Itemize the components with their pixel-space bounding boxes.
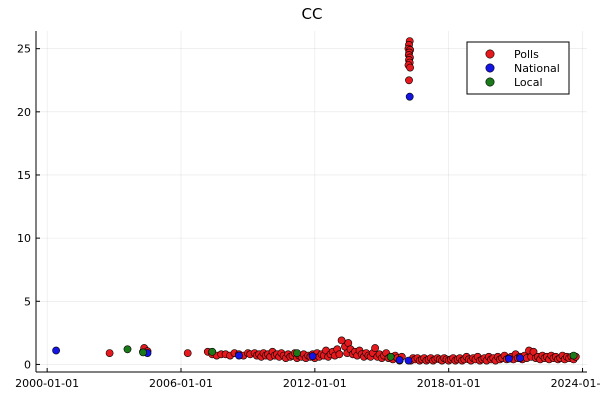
polls-point — [371, 344, 379, 352]
national-point — [395, 356, 404, 364]
x-tick-label: 2024-01-01 — [551, 377, 600, 390]
national-point — [504, 354, 513, 363]
legend-marker-polls — [485, 49, 495, 59]
chart-title: CC — [302, 5, 323, 23]
national-point — [52, 346, 60, 355]
legend-box — [466, 41, 570, 95]
polls-point — [183, 349, 192, 357]
polls-point — [105, 349, 114, 357]
y-tick-label: 5 — [24, 295, 31, 308]
y-tick-label: 25 — [17, 43, 31, 56]
x-tick-label: 2018-01-01 — [417, 377, 481, 390]
national-point — [235, 351, 243, 360]
legend-label-polls: Polls — [514, 48, 539, 61]
x-tick-label: 2012-01-01 — [283, 377, 347, 390]
legend-label-local: Local — [514, 76, 543, 89]
local-point — [139, 348, 147, 357]
series-national — [52, 92, 524, 365]
y-tick-label: 15 — [17, 169, 31, 182]
legend-label-national: National — [514, 62, 560, 75]
y-tick-label: 0 — [24, 358, 31, 371]
polls-point — [337, 336, 346, 345]
polls-point — [406, 63, 414, 72]
polls-point — [335, 350, 344, 359]
polls-point — [405, 76, 413, 85]
legend-marker-national — [485, 63, 495, 73]
national-point — [404, 356, 413, 365]
national-point — [405, 92, 414, 101]
series-local — [123, 345, 578, 361]
local-point — [208, 347, 217, 356]
x-tick-label: 2006-01-01 — [149, 377, 213, 390]
local-point — [569, 351, 578, 360]
data-points — [52, 37, 580, 365]
x-tick-label: 2000-01-01 — [15, 377, 79, 390]
local-point — [293, 349, 301, 357]
tick-labels: 2000-01-01 2006-01-01 2012-01-01 2018-01-01… — [15, 43, 600, 390]
local-point — [123, 345, 132, 354]
local-point — [386, 352, 395, 361]
axes — [35, 31, 587, 373]
national-point — [308, 352, 317, 361]
national-point — [516, 354, 524, 362]
legend-marker-local — [485, 77, 495, 87]
y-tick-label: 10 — [17, 232, 31, 245]
y-tick-label: 20 — [17, 106, 31, 119]
